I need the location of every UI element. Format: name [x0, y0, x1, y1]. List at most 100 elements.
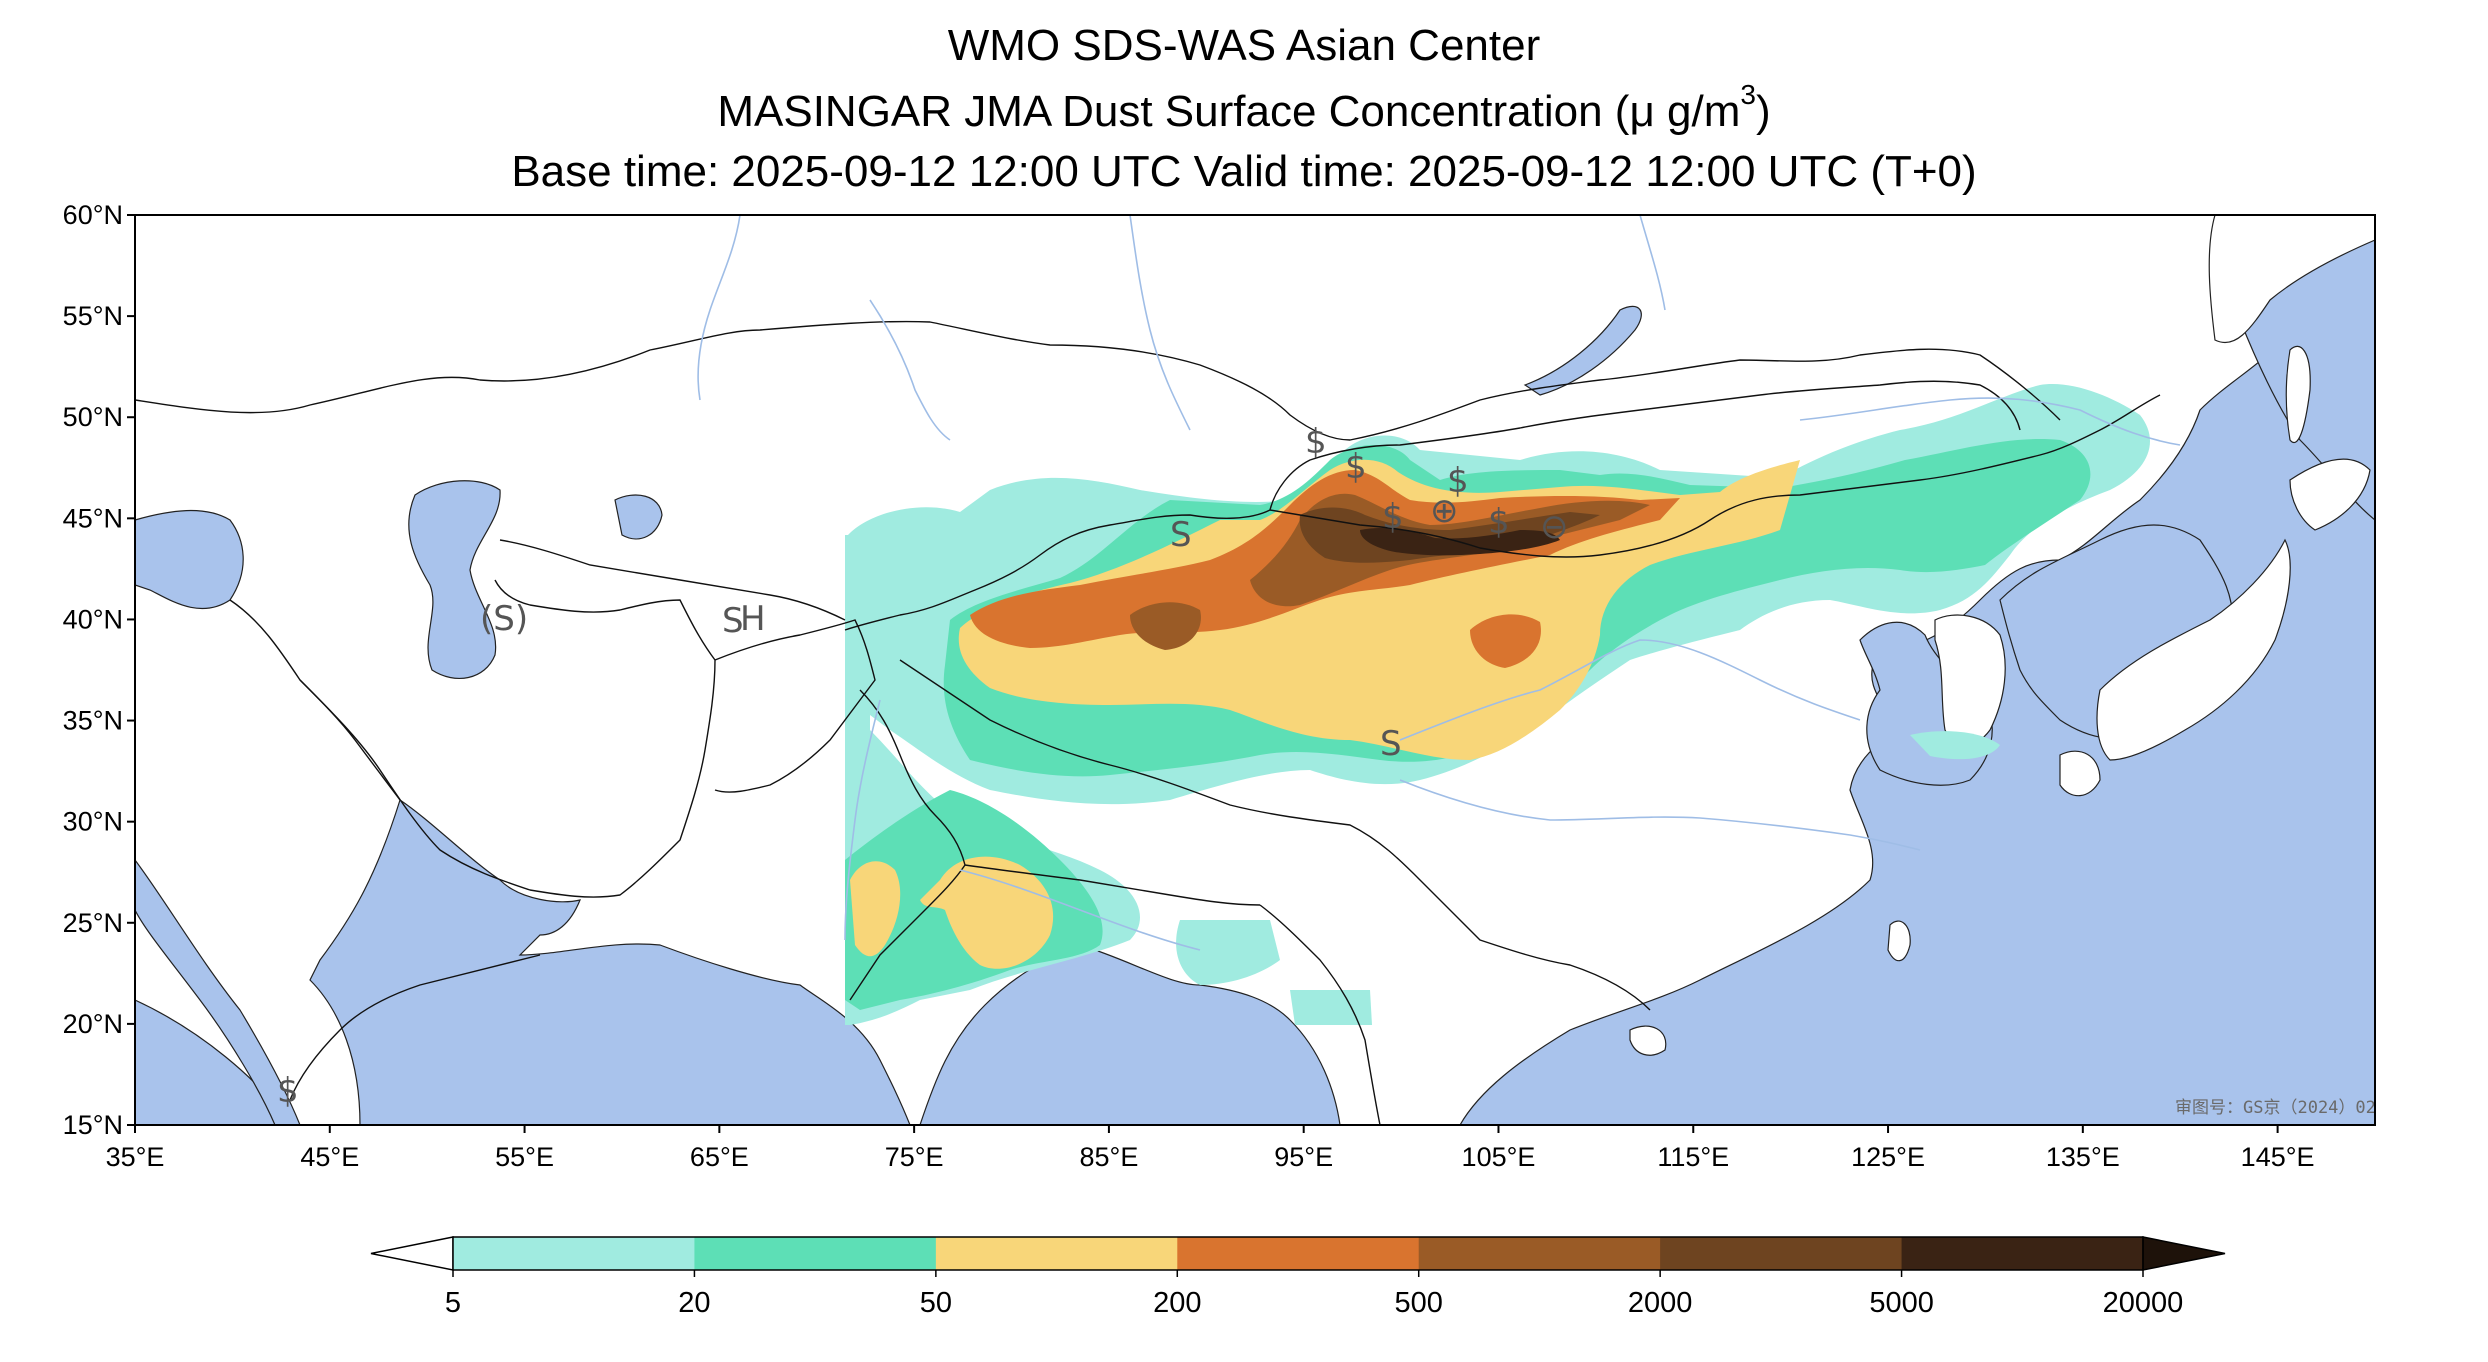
- storm-symbol: ⊕: [1430, 491, 1459, 531]
- storm-symbol: S: [722, 601, 744, 641]
- lat-tick-label: 20°N: [63, 1009, 123, 1039]
- lon-tick-label: 135°E: [2046, 1142, 2120, 1172]
- map-approval-number: 审图号：GS京（2024）0236号: [2175, 1098, 2413, 1118]
- dust-level-50-200-india2: [850, 861, 901, 957]
- river-yangtze: [1399, 779, 1921, 851]
- colorbar-level-label: 2000: [1628, 1287, 1693, 1319]
- border-afghanistan: [714, 619, 876, 793]
- lon-tick-label: 105°E: [1462, 1142, 1536, 1172]
- lat-tick-label: 55°N: [63, 301, 123, 331]
- lat-tick-label: 15°N: [63, 1110, 123, 1140]
- colorbar-segment: [1901, 1237, 2144, 1270]
- caspian-sea: [408, 480, 501, 679]
- persian-gulf: [135, 799, 911, 1125]
- lat-tick-label: 30°N: [63, 807, 123, 837]
- map-title: WMO SDS-WAS Asian Center: [947, 21, 1541, 70]
- river-ganges: [959, 869, 1201, 951]
- dust-level-5-20-seasia: [1290, 990, 1372, 1025]
- lon-tick-label: 125°E: [1851, 1142, 1925, 1172]
- map-area: $ $ $ $ ⊕ $ ⊖ S S (S) S H $ 审图号：GS京（2024…: [135, 215, 2413, 1125]
- red-sea: [135, 858, 301, 1125]
- lon-tick-label: 85°E: [1079, 1142, 1138, 1172]
- storm-symbol: $: [1345, 447, 1367, 487]
- border-turkmen-uzbek: [499, 539, 846, 621]
- lake-baikal: [1523, 305, 1642, 396]
- storm-symbol: ⊖: [1540, 507, 1569, 547]
- colorbar-segment: [694, 1237, 937, 1270]
- lon-tick-label: 65°E: [690, 1142, 749, 1172]
- colorbar-level-label: 200: [1153, 1287, 1201, 1319]
- lat-tick-label: 40°N: [63, 604, 123, 634]
- colorbar-under-arrow: [370, 1236, 454, 1271]
- kyushu: [2059, 750, 2101, 797]
- dust-level-5-20-bangladesh: [1176, 920, 1280, 985]
- storm-symbol: H: [740, 599, 766, 639]
- subtitle-text: MASINGAR JMA Dust Surface Concentration …: [717, 87, 1741, 136]
- dust-level-5-20-yellowsea: [1910, 731, 2000, 760]
- sakhalin: [2285, 345, 2311, 443]
- taiwan: [1887, 920, 1911, 962]
- dust-storm-symbols: $ $ $ $ ⊕ $ ⊖ S S (S) S H $: [277, 422, 1569, 1111]
- time-info: Base time: 2025-09-12 12:00 UTC Valid ti…: [511, 147, 1977, 196]
- colorbar-segment: [453, 1237, 695, 1270]
- river-indus: [844, 699, 881, 941]
- border-mongolia-china: [1269, 394, 2161, 558]
- honshu: [2096, 538, 2291, 761]
- colorbar-segment: [935, 1237, 1178, 1270]
- border-pakistan-india: [849, 689, 966, 1001]
- river-amur: [1799, 397, 2181, 446]
- colorbar-segment: [1660, 1237, 1903, 1270]
- lon-tick-label: 45°E: [300, 1142, 359, 1172]
- black-sea: [135, 509, 244, 610]
- lat-tick-label: 35°N: [63, 706, 123, 736]
- borders: [135, 320, 2161, 1125]
- border-iran: [229, 579, 716, 898]
- map-frame: [134, 214, 2376, 1126]
- dust-layers: [845, 384, 2150, 1026]
- colorbar-level-label: 500: [1395, 1287, 1443, 1319]
- colorbar-level-label: 50: [920, 1287, 952, 1319]
- river-yenisei: [1129, 215, 1191, 431]
- border-kazakhstan-russia: [135, 320, 2061, 441]
- border-arabia: [299, 679, 401, 801]
- border-myanmar: [1259, 904, 1381, 1125]
- colorbar-segment: [1177, 1237, 1420, 1270]
- storm-symbol: $: [1382, 497, 1404, 537]
- lon-tick-label: 115°E: [1657, 1142, 1729, 1172]
- dust-level-2000-5000: [1299, 507, 1600, 563]
- border-china-central-asia: [844, 509, 1271, 631]
- storm-symbol: $: [1488, 502, 1510, 542]
- lon-tick-label: 145°E: [2241, 1142, 2315, 1172]
- border-china-south: [899, 659, 1651, 1011]
- colorbar-outline: [452, 1236, 2144, 1271]
- river-irtysh: [869, 299, 951, 441]
- japan-islands: [1629, 215, 2375, 1056]
- lon-tick-label: 75°E: [885, 1142, 944, 1172]
- lat-tick-label: 25°N: [63, 908, 123, 938]
- hokkaido: [2289, 458, 2371, 531]
- colorbar-level-label: 5000: [1869, 1287, 1934, 1319]
- dust-level-200-500-gansu: [1470, 614, 1541, 668]
- storm-symbol: $: [1305, 422, 1327, 462]
- rivers: [697, 215, 2181, 951]
- colorbar-level-label: 20: [678, 1287, 710, 1319]
- dust-level-500-2000-tarim: [1130, 602, 1201, 650]
- border-arabia-south: [289, 954, 541, 1101]
- lat-tick-label: 50°N: [63, 402, 123, 432]
- river-lena: [1639, 215, 1666, 311]
- storm-symbol: $: [1447, 461, 1469, 501]
- river-yellow: [1399, 639, 1861, 741]
- dust-level-50-200-india1: [920, 856, 1054, 969]
- storm-symbol: S: [1170, 515, 1192, 555]
- colorbar-level-label: 20000: [2103, 1287, 2184, 1319]
- border-mongolia-russia: [1269, 380, 2021, 511]
- colorbar-segment: [1418, 1237, 1661, 1270]
- colorbar-over-arrow: [2142, 1236, 2226, 1271]
- lon-tick-label: 95°E: [1274, 1142, 1333, 1172]
- hainan: [1629, 1025, 1667, 1056]
- subtitle-close: ): [1755, 87, 1771, 136]
- kamchatka-coast: [2208, 215, 2375, 344]
- storm-symbol: S: [1380, 724, 1402, 764]
- river-ob: [697, 215, 741, 401]
